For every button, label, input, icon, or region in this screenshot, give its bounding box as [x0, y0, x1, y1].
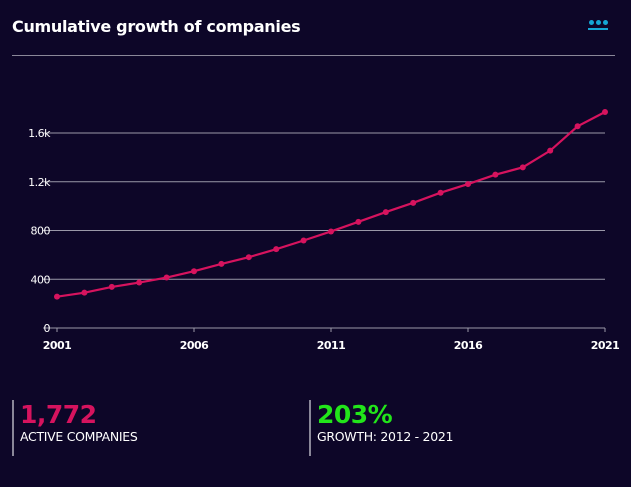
stat-growth: 203% GROWTH: 2012 - 2021 [309, 400, 453, 456]
stat-active-companies: 1,772 ACTIVE COMPANIES [12, 400, 138, 456]
stat-label: ACTIVE COMPANIES [20, 429, 138, 444]
data-point [273, 246, 280, 253]
line-chart: 0 400 800 1.2k 1.6k 2001 2006 2011 2016 2021 [28, 109, 620, 352]
x-tick-label: 2006 [180, 339, 209, 352]
data-point [437, 189, 444, 196]
stat-label: GROWTH: 2012 - 2021 [317, 429, 454, 444]
y-tick-label: 400 [31, 273, 51, 286]
data-point [602, 109, 608, 116]
data-point [54, 293, 60, 300]
x-tick-label: 2001 [43, 339, 72, 352]
data-point [218, 260, 225, 267]
data-point [382, 209, 389, 216]
y-tick-label: 1.6k [28, 127, 51, 140]
data-point [191, 268, 197, 275]
data-point [492, 171, 499, 178]
data-point [547, 147, 554, 154]
chart-title: Cumulative growth of companies [12, 17, 301, 36]
data-point [136, 279, 143, 286]
stat-value: 1,772 [20, 400, 97, 429]
y-tick-label: 0 [44, 322, 51, 335]
data-point [465, 181, 471, 188]
data-point [81, 289, 88, 296]
data-point [163, 274, 170, 281]
y-tick-label: 800 [31, 225, 51, 238]
header-divider [12, 55, 615, 56]
series-line [56, 111, 606, 298]
data-point [300, 237, 307, 244]
data-point [410, 199, 417, 206]
x-tick-label: 2021 [591, 339, 620, 352]
x-tick-label: 2016 [454, 339, 483, 352]
more-dots-icon [586, 20, 610, 25]
data-point [519, 164, 526, 171]
data-point [574, 123, 581, 130]
data-point [245, 254, 252, 261]
data-point [355, 218, 362, 225]
data-point [108, 283, 115, 290]
more-options-button[interactable] [586, 20, 610, 36]
y-tick-label: 1.2k [28, 176, 51, 189]
stat-value: 203% [317, 400, 393, 429]
data-point [328, 228, 334, 235]
x-tick-label: 2011 [317, 339, 346, 352]
